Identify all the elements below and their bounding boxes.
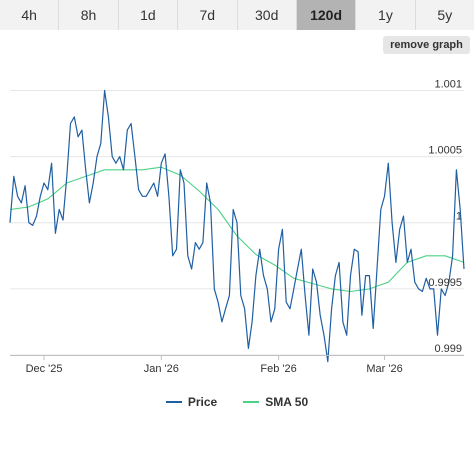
price-chart: 1.001 1.0005 1 0.9995 0.999 Dec '25 Jan '26 Feb… <box>9 78 465 375</box>
tab-8h[interactable]: 8h <box>59 0 119 30</box>
time-range-tabs: 4h 8h 1d 7d 30d 120d 1y 5y <box>0 0 474 30</box>
x-tick-label: Dec '25 <box>26 363 63 375</box>
y-tick-label: 0.999 <box>434 343 462 355</box>
tab-4h[interactable]: 4h <box>0 0 60 30</box>
y-tick-label: 1.0005 <box>428 145 462 157</box>
chart-legend: Price SMA 50 <box>0 392 474 412</box>
chart-series <box>9 89 465 363</box>
x-tick-label: Feb '26 <box>260 363 296 375</box>
y-tick-label: 0.9995 <box>428 277 462 289</box>
x-tick-label: Mar '26 <box>366 363 402 375</box>
chart-axes: 1.001 1.0005 1 0.9995 0.999 Dec '25 Jan '26 Feb… <box>10 78 464 375</box>
remove-graph-button[interactable]: remove graph <box>383 36 470 54</box>
tab-1d[interactable]: 1d <box>118 0 179 30</box>
price-series-line <box>9 89 465 363</box>
sma-50-series-line <box>9 166 465 293</box>
tab-30d[interactable]: 30d <box>237 0 297 30</box>
tab-120d[interactable]: 120d <box>296 0 357 30</box>
legend-swatch <box>243 401 260 403</box>
y-tick-label: 1 <box>456 211 462 223</box>
legend-swatch <box>165 401 182 403</box>
tab-1y[interactable]: 1y <box>356 0 416 30</box>
legend-item-price[interactable]: Price <box>165 392 218 412</box>
y-tick-label: 1.001 <box>434 78 462 90</box>
tab-5y[interactable]: 5y <box>415 0 474 30</box>
tab-7d[interactable]: 7d <box>178 0 238 30</box>
legend-item-sma-50[interactable]: SMA 50 <box>243 392 308 412</box>
x-tick-label: Jan '26 <box>144 363 179 375</box>
legend-label: Price <box>187 395 218 409</box>
legend-label: SMA 50 <box>265 395 309 409</box>
